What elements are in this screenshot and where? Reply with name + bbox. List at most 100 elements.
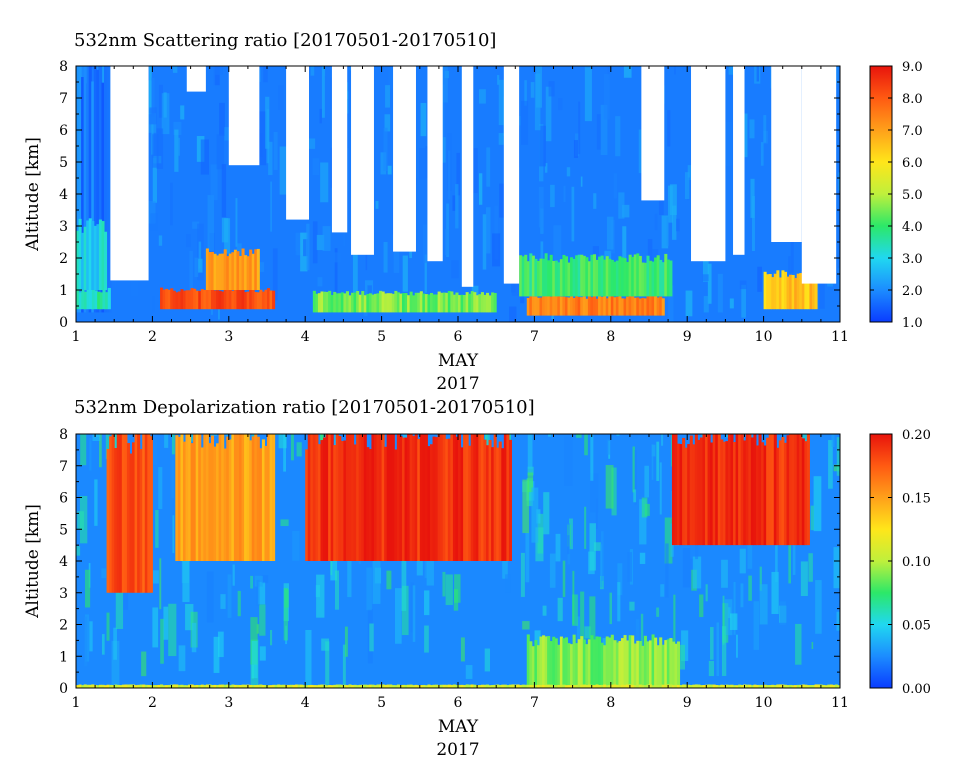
data-cell	[391, 293, 395, 313]
no-data-region	[186, 66, 206, 92]
data-cell	[592, 685, 597, 688]
data-cell	[781, 437, 785, 546]
data-cell	[722, 684, 726, 688]
data-cell	[496, 447, 500, 561]
data-cell	[465, 684, 469, 688]
texture-cell	[833, 547, 840, 589]
data-cell	[608, 296, 612, 316]
texture-cell	[345, 147, 350, 191]
texture-cell	[369, 623, 374, 652]
data-cell	[83, 226, 87, 290]
data-cell	[674, 643, 678, 688]
data-cell	[763, 684, 767, 688]
colorbar-tick-label: 0.05	[902, 619, 931, 634]
data-cell	[585, 644, 589, 688]
data-cell	[776, 270, 780, 310]
x-axis: 1 2 3 4 5 6 7 8 9 10 11	[72, 434, 849, 711]
data-cell	[710, 684, 714, 688]
data-cell	[771, 684, 775, 688]
texture-cell	[484, 648, 490, 672]
data-cell	[432, 684, 436, 688]
data-cell	[137, 684, 141, 688]
data-cell	[429, 444, 434, 561]
data-cell	[177, 684, 181, 688]
x-tick-label: 3	[224, 329, 233, 345]
data-cell	[671, 641, 675, 688]
data-cell	[531, 296, 535, 316]
texture-cell	[548, 434, 552, 437]
data-cell	[715, 434, 719, 546]
data-cell	[506, 434, 510, 561]
data-cell	[626, 684, 630, 688]
texture-cell	[611, 467, 617, 516]
data-cell	[407, 434, 411, 561]
data-cell	[778, 277, 782, 310]
y-tick-label: 3	[59, 219, 68, 235]
texture-cell	[550, 184, 555, 208]
data-cell	[778, 684, 782, 688]
data-cell	[542, 635, 546, 688]
data-cell	[587, 261, 591, 297]
texture-cell	[113, 627, 117, 660]
data-cell	[249, 289, 253, 310]
data-cell	[524, 684, 528, 688]
texture-cell	[235, 198, 238, 247]
texture-cell	[441, 66, 448, 103]
data-cell	[649, 260, 653, 297]
texture-cell	[168, 603, 177, 657]
data-cell	[564, 297, 569, 316]
texture-cell	[692, 556, 702, 589]
x-tick-label: 11	[831, 695, 849, 711]
data-cell	[468, 684, 472, 688]
texture-cell	[213, 636, 220, 673]
texture-cell	[453, 589, 459, 611]
data-cell	[246, 256, 250, 290]
texture-cell	[640, 613, 644, 656]
data-cell	[544, 636, 548, 688]
data-cell	[572, 258, 576, 297]
data-cell	[778, 440, 782, 546]
data-cell	[536, 645, 540, 688]
data-cell	[404, 437, 408, 561]
data-cell	[190, 443, 194, 561]
data-cell	[231, 434, 235, 561]
data-cell	[244, 434, 248, 561]
texture-cell	[224, 127, 232, 141]
data-cell	[572, 685, 576, 688]
data-cell	[86, 83, 90, 313]
data-cell	[727, 434, 731, 546]
data-cell	[272, 434, 276, 561]
data-cell	[442, 434, 446, 561]
data-cell	[598, 684, 602, 688]
texture-cell	[716, 622, 720, 677]
data-cell	[544, 253, 548, 297]
colorbar-tick-label: 1.0	[902, 316, 923, 331]
data-cell	[317, 293, 321, 313]
texture-cell	[644, 465, 649, 498]
texture-cell	[372, 555, 381, 604]
data-cell	[628, 295, 632, 316]
texture-cell	[160, 618, 164, 664]
data-cell	[654, 685, 658, 688]
texture-cell	[174, 129, 179, 172]
y-tick-label: 5	[59, 155, 68, 171]
data-cell	[267, 434, 271, 561]
data-cell	[139, 684, 143, 688]
data-cell	[409, 434, 413, 561]
data-cell	[623, 684, 627, 688]
data-cell	[213, 446, 217, 561]
data-cell	[180, 289, 184, 310]
data-cell	[491, 292, 495, 313]
data-cell	[572, 298, 576, 316]
texture-cell	[707, 263, 712, 304]
texture-cell	[505, 574, 511, 593]
data-cell	[633, 685, 637, 688]
data-cell	[96, 685, 100, 688]
data-cell	[796, 684, 800, 688]
data-cell	[669, 684, 673, 688]
data-cell	[674, 684, 678, 688]
texture-cell	[224, 218, 231, 254]
data-cell	[613, 640, 617, 688]
data-cell	[381, 684, 385, 688]
data-cell	[452, 684, 456, 688]
